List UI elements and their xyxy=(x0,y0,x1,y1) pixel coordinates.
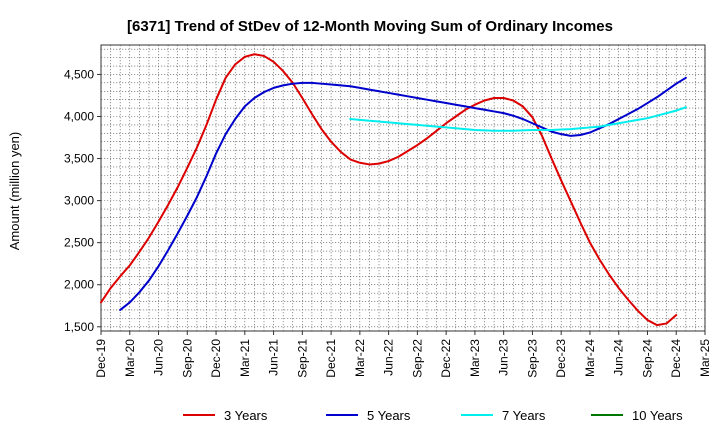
y-axis-label: Amount (million yen) xyxy=(7,132,22,251)
x-tick-label: Sep-21 xyxy=(295,339,309,378)
y-tick-label: 2,500 xyxy=(64,236,94,250)
x-tick-label: Mar-23 xyxy=(468,339,482,377)
series-line-5-years xyxy=(119,76,687,311)
x-tick-label: Sep-23 xyxy=(525,339,539,378)
x-tick-label: Jun-24 xyxy=(612,339,626,376)
x-tick-label: Mar-25 xyxy=(698,339,712,377)
y-tick-label: 2,000 xyxy=(64,278,94,292)
y-tick-label: 3,000 xyxy=(64,194,94,208)
x-tick-label: Mar-21 xyxy=(238,339,252,377)
grid xyxy=(100,45,706,331)
legend-label: 7 Years xyxy=(502,408,546,423)
legend-label: 5 Years xyxy=(367,408,411,423)
x-tick-label: Mar-22 xyxy=(353,339,367,377)
x-tick-label: Jun-22 xyxy=(382,339,396,376)
x-tick-label: Dec-22 xyxy=(439,339,453,378)
x-tick-label: Jun-21 xyxy=(267,339,281,376)
y-axis: 1,500 2,000 2,500 3,000 3,500 4,000 4,500 xyxy=(64,67,101,334)
y-tick-label: 3,500 xyxy=(64,152,94,166)
x-tick-label: Dec-20 xyxy=(209,339,223,378)
y-tick-label: 1,500 xyxy=(64,320,94,334)
y-tick-label: 4,500 xyxy=(64,67,94,81)
x-tick-label: Sep-20 xyxy=(180,339,194,378)
series-line-7-years xyxy=(349,106,687,132)
x-axis: Dec-19 Mar-20 Jun-20 Sep-20 Dec-20 Mar-21 Jun-… xyxy=(94,331,712,378)
y-tick-label: 4,000 xyxy=(64,110,94,124)
chart-title: [6371] Trend of StDev of 12-Month Moving… xyxy=(127,18,613,35)
x-tick-label: Jun-23 xyxy=(497,339,511,376)
x-tick-label: Mar-20 xyxy=(123,339,137,377)
series-layer xyxy=(100,53,687,327)
plot-frame xyxy=(100,44,706,332)
x-tick-label: Jun-20 xyxy=(152,339,166,376)
x-tick-label: Sep-22 xyxy=(410,339,424,378)
x-tick-label: Sep-24 xyxy=(640,339,654,378)
x-tick-label: Dec-24 xyxy=(669,339,683,378)
x-tick-label: Dec-19 xyxy=(94,339,108,378)
series-line-3-years xyxy=(100,53,678,327)
x-tick-label: Dec-23 xyxy=(554,339,568,378)
legend-label: 10 Years xyxy=(632,408,683,423)
plot-border xyxy=(100,44,706,332)
legend-label: 3 Years xyxy=(224,408,268,423)
x-tick-label: Mar-24 xyxy=(583,339,597,377)
legend: 3 Years 5 Years 7 Years 10 Years xyxy=(183,408,683,423)
x-tick-label: Dec-21 xyxy=(324,339,338,378)
